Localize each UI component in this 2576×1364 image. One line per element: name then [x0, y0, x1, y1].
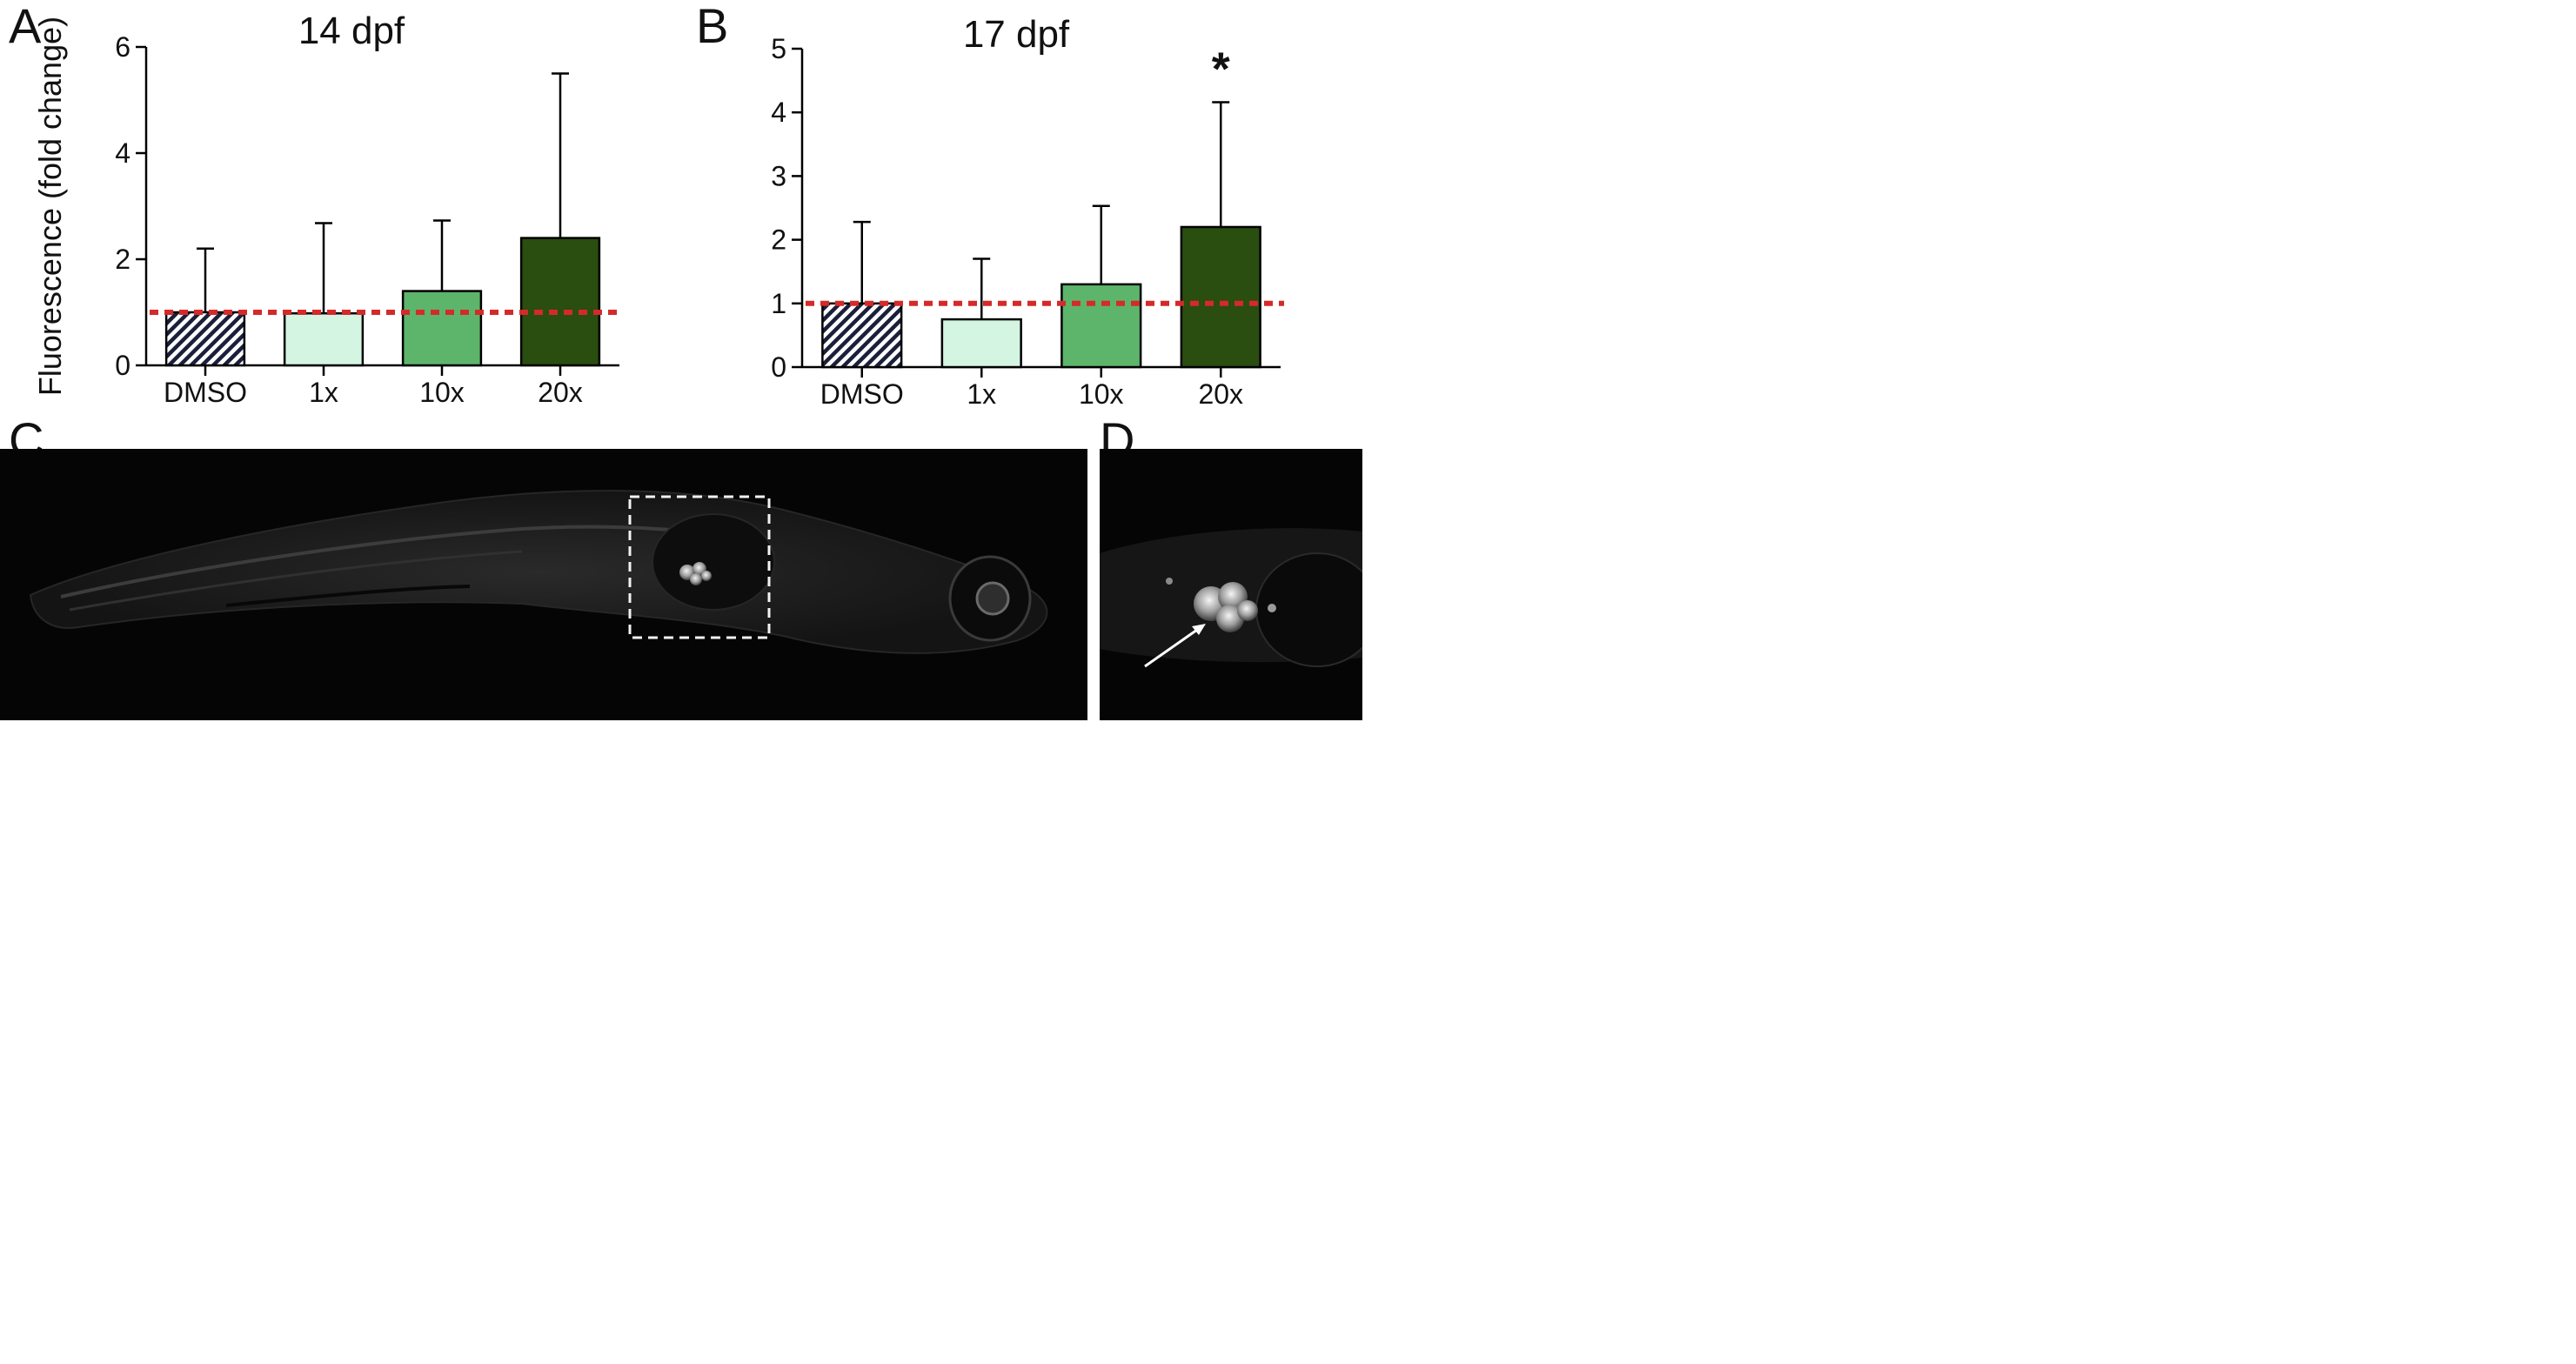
y-tick-label: 3 — [771, 160, 786, 191]
y-tick-label: 1 — [771, 288, 786, 319]
y-tick-label: 0 — [115, 350, 130, 381]
fluorescent-cell — [1237, 600, 1258, 621]
bar-1x — [283, 311, 365, 367]
y-tick-label: 0 — [771, 351, 786, 383]
panel-label-b: B — [696, 0, 729, 53]
x-tick-label: 10x — [419, 377, 465, 408]
bar-20x — [519, 237, 601, 367]
fluorescent-cell — [690, 573, 702, 585]
gut-line — [225, 585, 471, 607]
bar-dmso — [164, 311, 246, 367]
x-tick-label: 20x — [538, 377, 583, 408]
x-tick-label: 20x — [1198, 378, 1243, 410]
zoomed-fluorescence-image — [1100, 449, 1362, 720]
fluorescent-cell — [701, 571, 712, 581]
x-tick-label: 10x — [1079, 378, 1124, 410]
chart-14dpf: 0 2 4 6 DMSO 1x 10x 20x 14 dpf Fluorescence (fold… — [32, 10, 623, 408]
lens — [975, 581, 1010, 616]
arrow-head — [1192, 624, 1206, 635]
y-tick-label: 2 — [115, 244, 130, 275]
y-tick-label: 5 — [771, 33, 786, 64]
bar-10x — [401, 290, 483, 367]
larva-fluorescence-image — [0, 449, 1087, 720]
bar-dmso — [821, 302, 903, 369]
x-tick-label: 1x — [309, 377, 338, 408]
gut-region — [652, 513, 775, 611]
bar-20x — [1180, 225, 1261, 369]
bar-charts: 0 2 4 6 DMSO 1x 10x 20x 14 dpf Fluorescence (fold… — [32, 10, 1284, 410]
chart-title: 17 dpf — [963, 13, 1070, 56]
y-tick-label: 4 — [771, 97, 786, 128]
x-tick-label: 1x — [967, 378, 996, 410]
y-tick-label: 6 — [115, 31, 130, 63]
x-tick-label: DMSO — [164, 377, 247, 408]
fluorescent-cell — [1268, 604, 1276, 612]
fluorescent-cell — [1216, 605, 1244, 632]
fluorescent-cell — [1166, 578, 1173, 585]
y-tick-label: 4 — [115, 137, 130, 169]
bar-1x — [940, 318, 1022, 369]
bar-10x — [1061, 283, 1142, 369]
chart-title: 14 dpf — [298, 10, 405, 52]
panel-label-a: A — [9, 0, 42, 53]
y-axis-label: Fluorescence (fold change) — [32, 17, 68, 396]
arrow-shaft — [1144, 628, 1198, 668]
chart-17dpf: 0 1 2 3 4 5 DMSO 1x 10x 20x * 17 dpf — [771, 13, 1284, 410]
zoom-region-box — [628, 495, 771, 639]
x-tick-label: DMSO — [820, 378, 904, 410]
larva-body — [29, 490, 1048, 654]
somite-line — [69, 550, 523, 612]
y-tick-label: 2 — [771, 224, 786, 256]
significance-marker: * — [1212, 43, 1230, 95]
